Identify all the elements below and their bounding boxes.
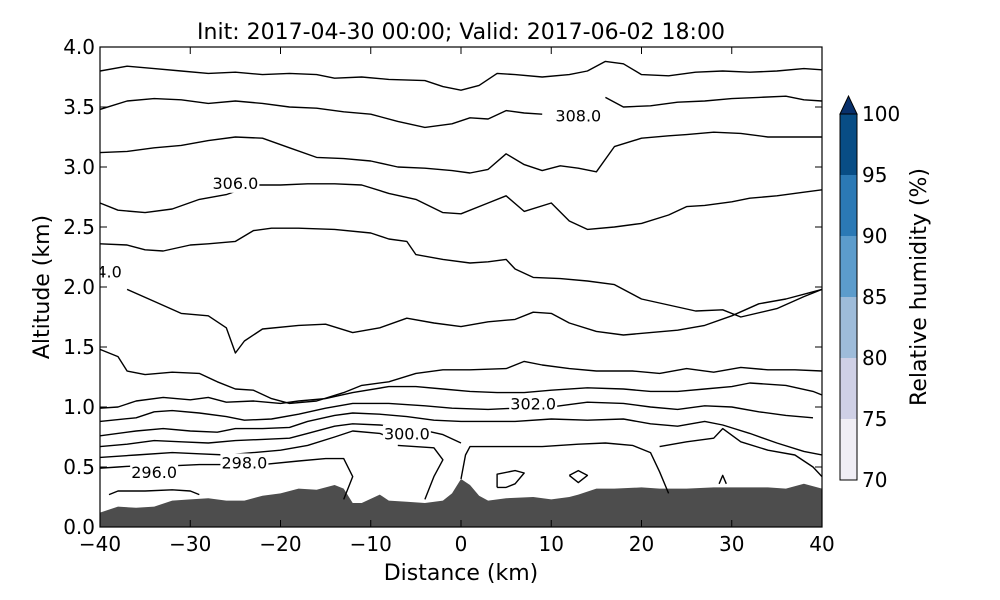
contour-label: 308.0 — [555, 107, 601, 126]
contour-label-bg-1 — [130, 463, 179, 482]
contour-label-bg-7 — [554, 106, 603, 126]
colorbar-frame — [839, 113, 858, 481]
contour-label: 302.0 — [510, 395, 556, 414]
contour-line-14 — [100, 60, 822, 91]
contour-line-19 — [496, 469, 525, 489]
y-tick-label: 2.0 — [63, 275, 95, 299]
y-tick-label: 4.0 — [63, 35, 95, 59]
contour-line-18 — [460, 442, 670, 494]
y-axis-label: Altitude (km) — [30, 215, 55, 359]
y-tick-label: 1.0 — [63, 395, 95, 419]
x-tick-label: 20 — [629, 532, 654, 556]
colorbar-tick-label: 90 — [862, 224, 887, 248]
contour-line-4 — [100, 412, 822, 456]
x-tick-label: 40 — [809, 532, 834, 556]
x-tick-label: −30 — [169, 532, 211, 556]
x-tick-label: 10 — [539, 532, 564, 556]
colorbar-segment — [840, 175, 857, 236]
plot-content: 296.0 298.0 300.0 302.0 4.0 306.0 308.0 — [96, 60, 822, 527]
colorbar-tick-label: 75 — [862, 407, 887, 431]
contour-line-21 — [718, 474, 727, 485]
contour-label-bg-3 — [382, 424, 431, 444]
contour-line-10 — [100, 183, 822, 231]
contour-label-bg-5 — [100, 262, 124, 282]
contour-label: 298.0 — [221, 453, 267, 472]
y-tick-label: 0.5 — [63, 455, 95, 479]
contour-line-22 — [659, 427, 822, 478]
y-tick-label: 3.0 — [63, 155, 95, 179]
contour-label-bg-6 — [211, 173, 260, 193]
contour-line-2 — [100, 430, 399, 459]
colorbar-tick-label: 70 — [862, 468, 887, 492]
y-tick-label: 3.5 — [63, 95, 95, 119]
colorbar-extend-arrow — [839, 94, 858, 115]
plot-frame — [99, 46, 823, 528]
colorbar-label: Relative humidity (%) — [907, 168, 932, 406]
contour-line-5 — [100, 401, 814, 423]
contour-line-6 — [100, 382, 822, 409]
contour-label-bg-2 — [220, 453, 269, 473]
contour-label: 300.0 — [384, 425, 430, 444]
x-tick-label: 0 — [455, 532, 468, 556]
x-tick-label: 30 — [719, 532, 744, 556]
colorbar: 70 75 80 85 90 95 100 — [839, 94, 900, 492]
contour-line-11 — [100, 131, 822, 174]
x-tick-label: −40 — [79, 532, 121, 556]
y-tick-label: 0.0 — [63, 515, 95, 539]
y-tick-label: 1.5 — [63, 335, 95, 359]
contour-line-8 — [126, 288, 822, 354]
colorbar-segment — [840, 236, 857, 297]
colorbar-tick-label: 100 — [862, 102, 900, 126]
terrain-fill — [100, 479, 822, 527]
contour-line-7 — [100, 348, 822, 405]
chart-title: Init: 2017-04-30 00:00; Valid: 2017-06-0… — [197, 20, 725, 45]
contour-line-12 — [100, 97, 543, 129]
colorbar-segment — [840, 358, 857, 419]
contour-line-15 — [108, 489, 200, 496]
contour-label: 4.0 — [96, 263, 121, 282]
colorbar-segment — [840, 114, 857, 175]
contour-label: 296.0 — [131, 463, 177, 482]
contour-line-13 — [605, 95, 822, 108]
x-tick-label: −10 — [350, 532, 392, 556]
colorbar-tick-label: 95 — [862, 163, 887, 187]
colorbar-segment — [840, 419, 857, 480]
contour-label: 306.0 — [212, 174, 258, 193]
x-axis-label: Distance (km) — [384, 561, 539, 586]
x-tick-label: −20 — [259, 532, 301, 556]
colorbar-segment — [840, 297, 857, 358]
colorbar-tick-label: 80 — [862, 346, 887, 370]
contour-line-9 — [100, 227, 822, 318]
contour-line-17 — [397, 444, 444, 500]
contour-label-bg-4 — [509, 394, 558, 414]
colorbar-tick-label: 85 — [862, 285, 887, 309]
contour-line-20 — [568, 469, 589, 484]
y-tick-label: 2.5 — [63, 215, 95, 239]
